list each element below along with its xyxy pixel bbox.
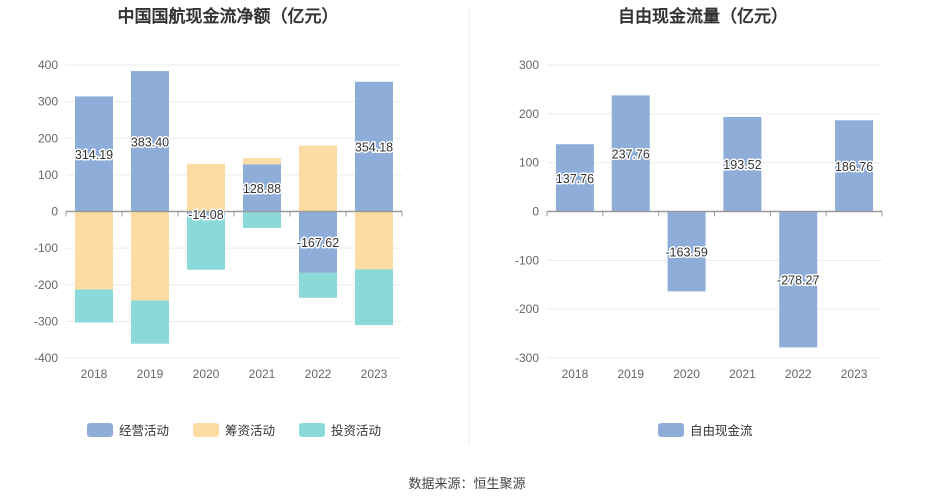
cashflow-bar-2023-s0 xyxy=(355,81,393,212)
cashflow-bar-2021-s1 xyxy=(243,158,281,165)
cashflow-bar-2022-s1 xyxy=(299,145,337,212)
cashflow-legend-label[interactable]: 投资活动 xyxy=(331,423,381,438)
cashflow-bar-2020-s2 xyxy=(187,216,225,270)
cashflow-legend-swatch[interactable] xyxy=(193,423,219,437)
fcf-ytick-label: -300 xyxy=(515,351,539,365)
cashflow-legend-label[interactable]: 筹资活动 xyxy=(225,423,275,438)
fcf-bar-2018-s0 xyxy=(555,144,594,212)
cashflow-xtick-label: 2021 xyxy=(249,367,276,381)
fcf-xtick-label: 2018 xyxy=(562,367,589,381)
cashflow-bar-2022-s0 xyxy=(299,211,337,273)
cashflow-bar-2023-s2 xyxy=(355,269,393,326)
fcf-xtick-label: 2021 xyxy=(729,367,756,381)
fcf-legend: 自由现金流 xyxy=(658,423,753,438)
fcf-bar-2023-s0 xyxy=(835,120,874,212)
cashflow-ytick-label: 300 xyxy=(38,95,58,109)
cashflow-data-label-2020: -14.08 xyxy=(188,208,223,222)
cashflow-chart: 400 300 200 100 0 -100 -200 -300 -400 2018 2019 202… xyxy=(34,58,403,381)
fcf-ytick-label: -200 xyxy=(515,302,539,316)
fcf-xtick-label: 2023 xyxy=(841,367,868,381)
cashflow-bar-2020-s0 xyxy=(187,211,225,217)
fcf-legend-label[interactable]: 自由现金流 xyxy=(690,423,753,438)
cashflow-bar-2022-s2 xyxy=(299,272,337,298)
cashflow-xtick-label: 2022 xyxy=(305,367,332,381)
cashflow-ytick-label: 100 xyxy=(38,168,58,182)
cashflow-bar-2019-s1 xyxy=(131,211,169,301)
cashflow-ytick-label: -100 xyxy=(34,241,58,255)
fcf-data-label-2019: 237.76 xyxy=(612,147,650,161)
cashflow-legend: 经营活动 筹资活动 投资活动 xyxy=(87,423,381,438)
fcf-bar-2022-s0 xyxy=(779,211,818,348)
fcf-ytick-label: 200 xyxy=(519,107,539,121)
cashflow-bar-2020-s1 xyxy=(187,163,225,212)
cashflow-data-label-2019: 383.40 xyxy=(131,135,169,149)
cashflow-xtick-label: 2019 xyxy=(137,367,164,381)
fcf-ytick-label: 100 xyxy=(519,156,539,170)
fcf-ytick-label: 300 xyxy=(519,58,539,72)
fcf-ytick-label: -100 xyxy=(515,253,539,267)
cashflow-xtick-label: 2023 xyxy=(361,367,388,381)
cashflow-bar-2021-s0 xyxy=(243,164,281,212)
cashflow-xtick-label: 2018 xyxy=(81,367,108,381)
fcf-legend-swatch[interactable] xyxy=(658,423,684,437)
chart-title-cashflow: 中国国航现金流净额（亿元） xyxy=(118,6,339,26)
cashflow-bar-2021-s2 xyxy=(243,211,281,228)
fcf-data-label-2023: 186.76 xyxy=(835,160,873,174)
fcf-xtick-label: 2020 xyxy=(673,367,700,381)
source-note: 数据来源：恒生聚源 xyxy=(408,476,525,491)
cashflow-ytick-label: 400 xyxy=(38,58,58,72)
cashflow-xtick-label: 2020 xyxy=(193,367,220,381)
fcf-xtick-label: 2022 xyxy=(785,367,812,381)
cashflow-data-label-2023: 354.18 xyxy=(355,141,393,155)
fcf-data-label-2018: 137.76 xyxy=(556,172,594,186)
fcf-data-label-2020: -163.59 xyxy=(665,245,707,259)
fcf-bar-2019-s0 xyxy=(611,95,650,212)
fcf-data-label-2022: -278.27 xyxy=(777,273,819,287)
cashflow-bar-2019-s2 xyxy=(131,300,169,344)
cashflow-bar-2023-s1 xyxy=(355,211,393,270)
cashflow-legend-swatch[interactable] xyxy=(299,423,325,437)
cashflow-data-label-2022: -167.62 xyxy=(297,236,339,250)
chart-title-fcf: 自由现金流量（亿元） xyxy=(618,6,788,26)
cashflow-bar-2018-s2 xyxy=(75,289,113,323)
cashflow-bar-2019-s0 xyxy=(131,71,169,212)
cashflow-bar-2018-s1 xyxy=(75,211,113,290)
fcf-bar-2021-s0 xyxy=(723,116,762,212)
cashflow-ytick-label: -200 xyxy=(34,278,58,292)
cashflow-legend-swatch[interactable] xyxy=(87,423,113,437)
fcf-ytick-label: 0 xyxy=(532,205,539,219)
fcf-xtick-label: 2019 xyxy=(617,367,644,381)
fcf-chart: 300 200 100 0 -100 -200 -300 2018 2019 2020 2021 20… xyxy=(515,58,883,381)
cashflow-ytick-label: -400 xyxy=(34,351,58,365)
cashflow-data-label-2021: 128.88 xyxy=(243,182,281,196)
fcf-bar-2020-s0 xyxy=(667,211,706,292)
cashflow-ytick-label: 200 xyxy=(38,131,58,145)
fcf-data-label-2021: 193.52 xyxy=(723,158,761,172)
cashflow-bar-2018-s0 xyxy=(75,96,113,212)
cashflow-ytick-label: 0 xyxy=(51,205,58,219)
cashflow-ytick-label: -300 xyxy=(34,314,58,328)
cashflow-data-label-2018: 314.19 xyxy=(75,148,113,162)
cashflow-legend-label[interactable]: 经营活动 xyxy=(119,424,169,438)
